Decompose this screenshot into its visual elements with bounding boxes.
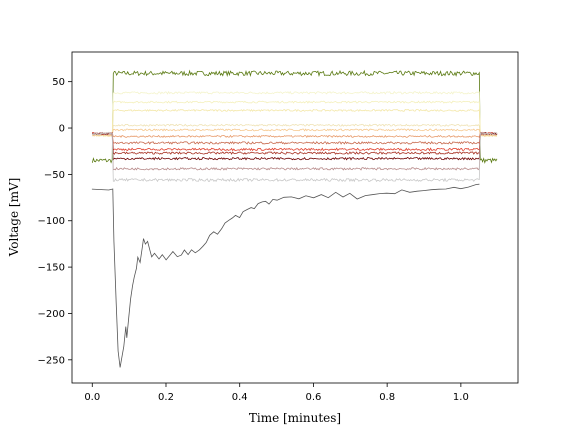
series-line-7 (92, 132, 498, 145)
series-line-0 (91, 69, 498, 164)
x-tick-label: 0.8 (379, 392, 395, 403)
x-tick-label: 0.2 (158, 392, 174, 403)
y-axis-ticks: 50 0 −50 −100 −150 −200 −250 (38, 77, 72, 366)
y-tick-label: −50 (44, 170, 65, 181)
y-tick-label: −150 (38, 263, 65, 274)
y-tick-label: 0 (59, 124, 65, 135)
x-axis-label: Time [minutes] (249, 411, 341, 425)
x-tick-label: 0.4 (232, 392, 248, 403)
x-tick-label: 0.6 (305, 392, 321, 403)
y-tick-label: 50 (52, 77, 65, 88)
y-tick-label: −100 (38, 216, 65, 227)
series-line-4 (92, 123, 498, 137)
y-tick-label: −250 (38, 355, 65, 366)
x-tick-label: 0.0 (84, 392, 100, 403)
series-line-8 (92, 131, 497, 152)
traces-group (91, 69, 498, 368)
y-tick-label: −200 (38, 309, 65, 320)
series-line-3 (92, 108, 498, 137)
series-line-13 (91, 183, 480, 368)
series-line-9 (91, 131, 497, 155)
series-line-5 (92, 128, 498, 137)
y-axis-label: Voltage [mV] (7, 178, 21, 258)
series-line-2 (92, 100, 498, 138)
series-line-11 (91, 131, 498, 171)
series-line-6 (92, 132, 498, 139)
plot-area (71, 51, 519, 384)
x-axis-ticks: 0.0 0.2 0.4 0.6 0.8 1.0 (84, 383, 469, 403)
series-line-10 (91, 132, 498, 161)
x-tick-label: 1.0 (453, 392, 469, 403)
series-line-12 (92, 131, 498, 183)
series-line-1 (92, 90, 498, 138)
